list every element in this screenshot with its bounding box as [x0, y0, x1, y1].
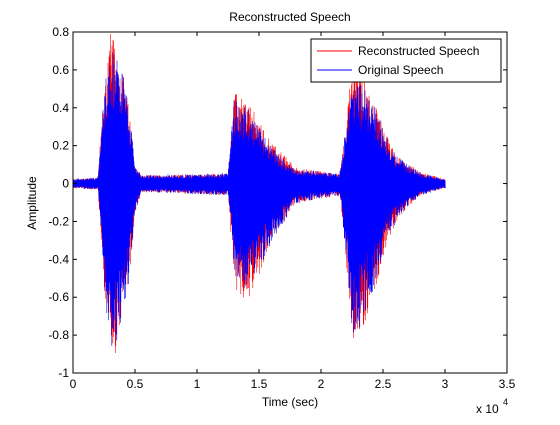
- x-axis-ticks: 0 0.5 1 1.5 2 2.5 3 3.5: [70, 32, 516, 391]
- legend: Reconstructed Speech Original Speech: [310, 38, 502, 83]
- y-tick-label: 0.4: [52, 101, 69, 115]
- waveform-layer: [72, 33, 446, 354]
- x-tick-label: 1.5: [251, 377, 268, 391]
- series-line-original-speech: [72, 52, 446, 346]
- y-tick-label: 0.6: [52, 63, 69, 77]
- y-axis-ticks: -1 -0.8 -0.6 -0.4 -0.2 0 0.2 0.4 0.6 0.8: [48, 25, 507, 380]
- axes-frame: [72, 31, 508, 374]
- x-tick-label: 0: [70, 377, 77, 391]
- y-tick-label: -0.2: [48, 214, 69, 228]
- x-tick-label: 0.5: [127, 377, 144, 391]
- y-tick-label: 0: [62, 177, 69, 191]
- x-tick-label: 1: [194, 377, 201, 391]
- x-tick-label: 3.5: [499, 377, 516, 391]
- chart-title: Reconstructed Speech: [229, 10, 350, 24]
- x-axis-label: Time (sec): [262, 395, 318, 409]
- legend-label-original: Original Speech: [358, 63, 443, 77]
- y-tick-label: 0.2: [52, 139, 69, 153]
- y-tick-label: -0.6: [48, 290, 69, 304]
- y-tick-label: 0.8: [52, 25, 69, 39]
- x-tick-label: 2: [318, 377, 325, 391]
- y-axis-label: Amplitude: [25, 176, 39, 230]
- x-multiplier-label: x 10: [476, 402, 499, 416]
- y-tick-label: -0.8: [48, 328, 69, 342]
- x-tick-label: 3: [442, 377, 449, 391]
- legend-label-reconstructed: Reconstructed Speech: [358, 44, 479, 58]
- x-multiplier-exponent: 4: [503, 397, 508, 407]
- y-tick-label: -0.4: [48, 252, 69, 266]
- legend-box: [310, 38, 502, 83]
- y-tick-label: -1: [58, 366, 69, 380]
- x-tick-label: 2.5: [375, 377, 392, 391]
